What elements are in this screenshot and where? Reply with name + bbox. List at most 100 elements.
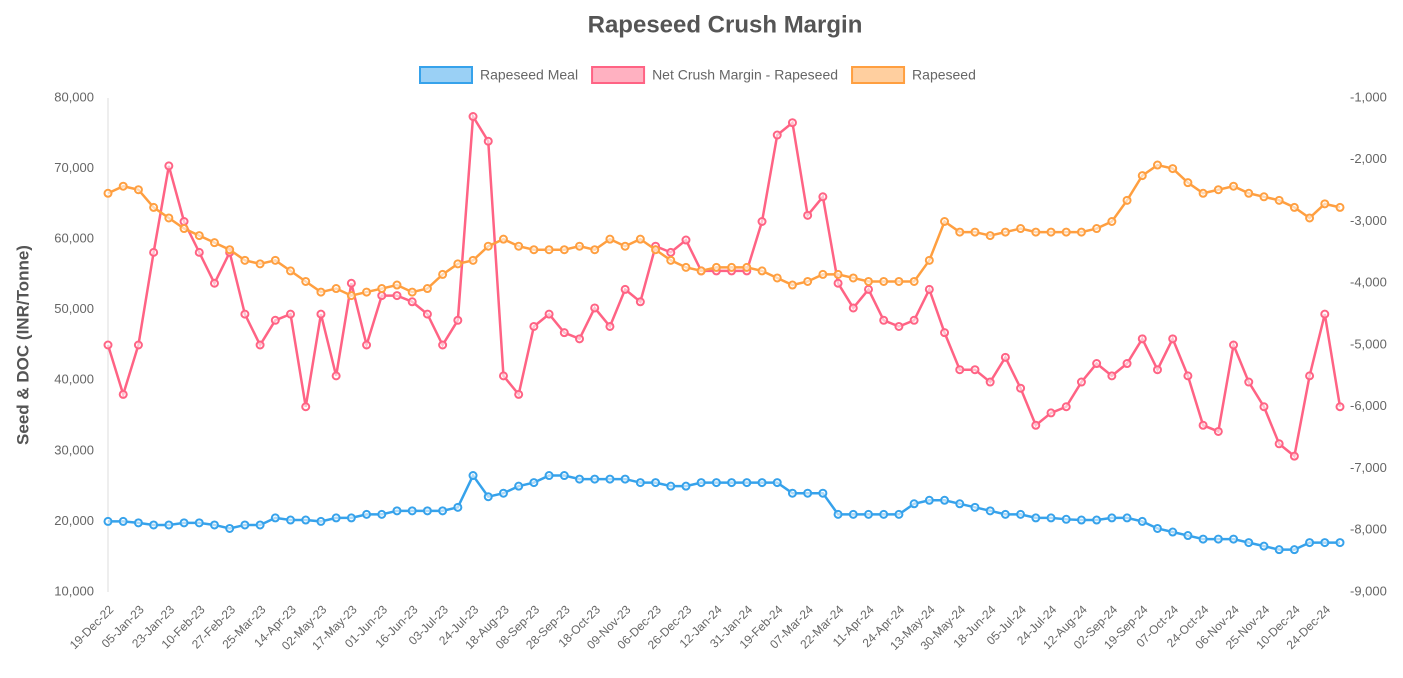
data-point (407, 506, 417, 516)
data-point (894, 276, 904, 286)
data-point (529, 321, 539, 331)
data-point (1183, 178, 1193, 188)
data-point (1031, 420, 1041, 430)
data-point (498, 234, 508, 244)
data-point (1107, 217, 1117, 226)
data-point (696, 266, 706, 276)
data-point (103, 340, 113, 350)
data-point (1335, 402, 1345, 412)
data-point (818, 269, 828, 279)
data-point (559, 245, 569, 255)
data-point (955, 499, 965, 509)
data-point (620, 241, 630, 251)
data-point (544, 309, 554, 319)
data-point (1274, 439, 1284, 449)
data-point (1259, 402, 1269, 412)
legend-label: Net Crush Margin - Rapeseed (652, 67, 838, 83)
data-point (605, 321, 615, 331)
data-point (453, 315, 463, 325)
data-point (985, 231, 995, 241)
legend-swatch (591, 66, 646, 84)
data-point (362, 509, 372, 519)
data-point (514, 389, 524, 399)
data-point (1016, 224, 1026, 234)
data-point (1274, 545, 1284, 555)
data-point (301, 515, 311, 525)
data-point (194, 231, 204, 241)
data-point (179, 217, 189, 226)
data-point (529, 245, 539, 255)
data-point (575, 241, 585, 251)
data-point (1320, 309, 1330, 319)
data-point (255, 340, 265, 350)
series-line (108, 473, 1340, 551)
y-tick-label: 10,000 (54, 583, 94, 598)
data-point (757, 478, 767, 488)
y2-tick-label: -6,000 (1350, 398, 1387, 413)
legend-swatch (419, 66, 473, 84)
data-point (666, 247, 676, 257)
data-point (377, 509, 387, 519)
data-point (483, 492, 493, 502)
data-point (392, 291, 402, 301)
data-point (1305, 538, 1315, 548)
data-point (286, 515, 296, 525)
data-point (514, 481, 524, 491)
data-point (1076, 227, 1086, 237)
data-point (133, 185, 143, 195)
data-point (848, 509, 858, 519)
data-point (209, 278, 219, 288)
data-point (103, 516, 113, 526)
data-point (240, 520, 250, 530)
data-point (955, 365, 965, 375)
data-point (1046, 227, 1056, 237)
data-point (1168, 334, 1178, 344)
data-point (483, 241, 493, 251)
data-point (1122, 195, 1132, 205)
data-point (149, 247, 159, 257)
data-point (651, 245, 661, 255)
data-point (635, 234, 645, 244)
data-point (255, 520, 265, 530)
data-point (1244, 538, 1254, 548)
data-point (1016, 509, 1026, 519)
data-point (301, 402, 311, 412)
y2-tick-label: -3,000 (1350, 213, 1387, 228)
data-point (468, 112, 478, 122)
data-point (1016, 383, 1026, 393)
data-point (772, 273, 782, 283)
data-point (1335, 202, 1345, 212)
data-point (666, 481, 676, 491)
data-point (590, 303, 600, 313)
data-point (1152, 160, 1162, 170)
data-point (635, 297, 645, 307)
data-point (1289, 202, 1299, 212)
data-point (1092, 224, 1102, 234)
data-point (179, 518, 189, 528)
y-tick-label: 30,000 (54, 442, 94, 457)
data-point (362, 340, 372, 350)
data-point (879, 276, 889, 286)
data-point (1274, 195, 1284, 205)
data-point (1122, 359, 1132, 369)
data-point (940, 217, 950, 226)
y-tick-label: 20,000 (54, 513, 94, 528)
data-point (742, 262, 752, 272)
data-point (803, 488, 813, 498)
data-point (407, 287, 417, 297)
data-point (422, 506, 432, 516)
data-point (1320, 199, 1330, 209)
y-tick-label: 80,000 (54, 89, 94, 104)
data-point (377, 284, 387, 294)
legend-swatch (851, 66, 906, 84)
data-point (605, 474, 615, 484)
data-point (1000, 509, 1010, 519)
data-point (1183, 531, 1193, 541)
data-point (1152, 365, 1162, 375)
y-tick-label: 40,000 (54, 372, 94, 387)
data-point (118, 516, 128, 526)
y-tick-label: 50,000 (54, 301, 94, 316)
data-point (1259, 192, 1269, 202)
data-point (909, 276, 919, 286)
data-point (681, 262, 691, 272)
